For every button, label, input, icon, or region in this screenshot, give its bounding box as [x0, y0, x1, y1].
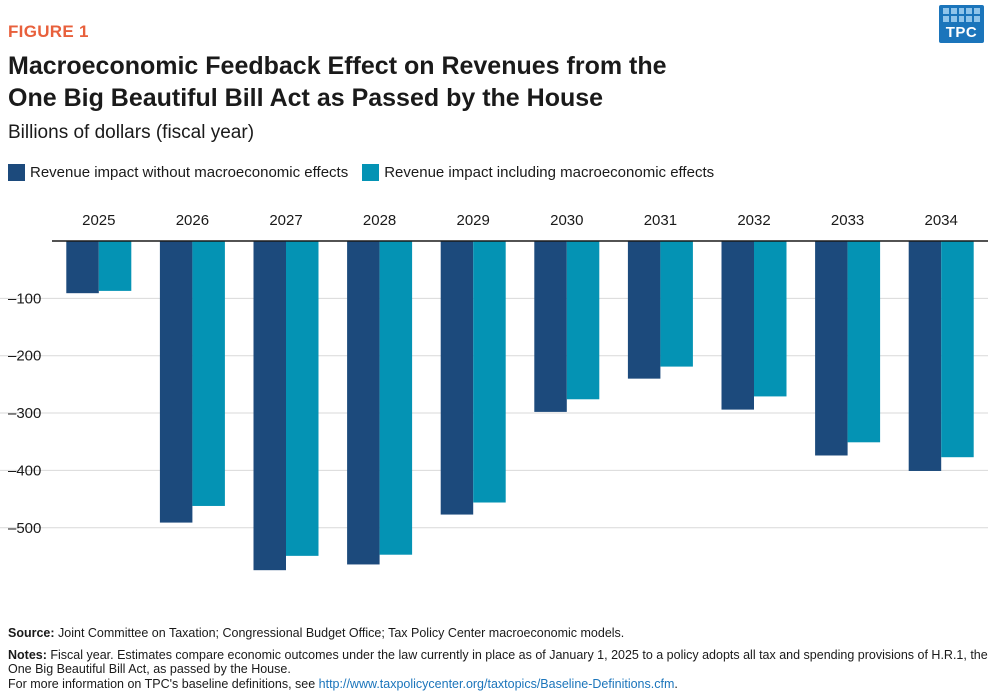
y-tick-label: –400: [8, 462, 41, 479]
x-tick-label: 2034: [925, 212, 958, 229]
bar-without-macro: [908, 241, 942, 471]
x-tick-label: 2029: [457, 212, 490, 229]
legend-swatch-without-macro: [8, 164, 25, 181]
bar-including-macro: [847, 241, 881, 443]
notes-text: Fiscal year. Estimates compare economic …: [8, 647, 988, 677]
footer: Source: Joint Committee on Taxation; Con…: [8, 626, 988, 691]
bar-without-macro: [66, 241, 99, 294]
bar-without-macro: [627, 241, 661, 379]
bar-without-macro: [440, 241, 474, 515]
x-tick-label: 2027: [269, 212, 302, 229]
legend-swatch-including-macro: [362, 164, 380, 181]
source-note: Source: Joint Committee on Taxation; Con…: [8, 626, 988, 641]
chart-subtitle: Billions of dollars (fiscal year): [8, 122, 255, 143]
bar-chart: –100 –200 –300 –400 –500 2025 2026 2027 2028 2029…: [0, 212, 988, 571]
legend-item-including-macro: Revenue impact including macroeconomic e…: [362, 164, 714, 181]
notes-label: Notes:: [8, 647, 47, 662]
bar-including-macro: [286, 241, 319, 556]
x-tick-label: 2028: [363, 212, 396, 229]
x-tick-label: 2031: [644, 212, 677, 229]
chart-title-line-2: One Big Beautiful Bill Act as Passed by …: [8, 84, 604, 112]
bar-without-macro: [815, 241, 848, 456]
x-tick-label: 2026: [176, 212, 209, 229]
bar-including-macro: [98, 241, 132, 291]
bar-including-macro: [660, 241, 693, 367]
bar-without-macro: [721, 241, 754, 410]
more-info: For more information on TPC's baseline d…: [8, 677, 988, 692]
x-tick-label: 2030: [550, 212, 583, 229]
legend: Revenue impact without macroeconomic eff…: [8, 164, 728, 181]
x-tick-label: 2025: [82, 212, 115, 229]
legend-label-without-macro: Revenue impact without macroeconomic eff…: [30, 164, 349, 181]
bar-including-macro: [379, 241, 413, 555]
bar-including-macro: [754, 241, 787, 397]
x-tick-label: 2033: [831, 212, 864, 229]
bar-including-macro: [192, 241, 225, 506]
bar-without-macro: [347, 241, 380, 565]
bar-including-macro: [941, 241, 974, 458]
logo-grid-icon: [943, 8, 980, 22]
y-tick-label: –100: [8, 290, 41, 307]
chart-title-line-1: Macroeconomic Feedback Effect on Revenue…: [8, 52, 667, 80]
y-tick-label: –500: [8, 520, 41, 537]
tpc-logo: TPC: [939, 5, 984, 43]
figure-label: FIGURE 1: [8, 22, 89, 41]
x-tick-label: 2032: [737, 212, 770, 229]
legend-item-without-macro: Revenue impact without macroeconomic eff…: [8, 164, 348, 181]
y-tick-label: –300: [8, 405, 41, 422]
source-text: Joint Committee on Taxation; Congression…: [58, 626, 625, 640]
bar-without-macro: [159, 241, 193, 523]
y-tick-label: –200: [8, 348, 41, 365]
source-label: Source:: [8, 626, 55, 640]
bar-including-macro: [566, 241, 600, 400]
chart-title: Macroeconomic Feedback Effect on Revenue…: [8, 50, 768, 114]
bar-including-macro: [473, 241, 506, 503]
bar-without-macro: [253, 241, 286, 571]
more-info-text: For more information on TPC's baseline d…: [8, 676, 316, 691]
baseline-definitions-link[interactable]: http://www.taxpolicycenter.org/taxtopics…: [318, 676, 675, 691]
notes: Notes: Fiscal year. Estimates compare ec…: [8, 648, 988, 677]
logo-text: TPC: [945, 24, 978, 41]
more-info-period: .: [674, 676, 678, 691]
legend-label-including-macro: Revenue impact including macroeconomic e…: [384, 164, 715, 181]
bar-without-macro: [534, 241, 567, 412]
